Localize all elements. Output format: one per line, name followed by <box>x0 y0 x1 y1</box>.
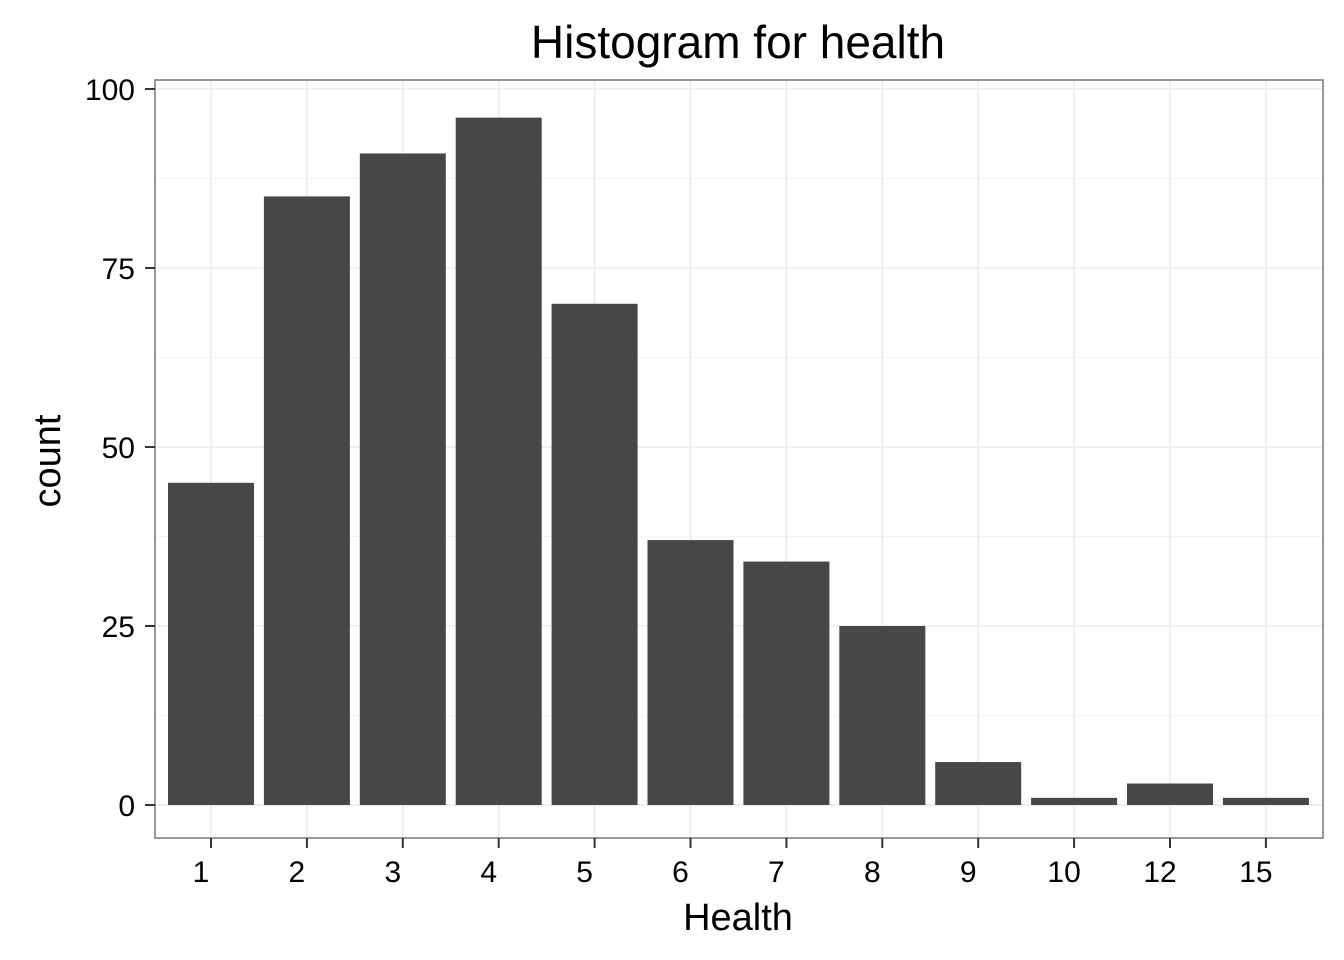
bars-group <box>168 117 1309 805</box>
panel-border <box>154 79 1324 839</box>
x-tick-label: 7 <box>768 856 785 889</box>
x-axis: 1 2 3 4 5 6 7 8 9 10 12 15 <box>193 838 1273 889</box>
x-tick-label: 3 <box>384 856 401 889</box>
x-axis-title: Health <box>683 897 793 939</box>
bar-5 <box>551 303 638 805</box>
y-tick-label: 100 <box>85 74 135 107</box>
y-tick-label: 75 <box>102 253 135 286</box>
y-axis: 0 25 50 75 100 <box>85 74 155 823</box>
chart-title: Histogram for health <box>531 16 945 68</box>
y-tick-label: 0 <box>118 790 135 823</box>
x-tick-label: 5 <box>576 856 593 889</box>
x-tick-label: 10 <box>1047 856 1080 889</box>
bar-10 <box>1031 797 1118 805</box>
bar-9 <box>935 762 1022 805</box>
bar-1 <box>168 482 254 805</box>
bar-3 <box>359 153 446 805</box>
bar-7 <box>743 561 830 805</box>
x-tick-label: 1 <box>193 856 210 889</box>
x-tick-label: 12 <box>1143 856 1176 889</box>
y-tick-label: 25 <box>102 611 135 644</box>
x-tick-label: 9 <box>960 856 977 889</box>
y-axis-title: count <box>27 414 69 507</box>
x-tick-label: 2 <box>289 856 306 889</box>
y-tick-label: 50 <box>102 432 135 465</box>
bar-4 <box>455 117 542 805</box>
bar-2 <box>263 196 350 805</box>
bar-12 <box>1127 783 1213 805</box>
x-tick-label: 6 <box>672 856 689 889</box>
x-tick-label: 8 <box>864 856 881 889</box>
bar-8 <box>839 626 926 805</box>
x-tick-label: 4 <box>480 856 497 889</box>
x-tick-label: 15 <box>1239 856 1272 889</box>
bar-6 <box>647 540 734 805</box>
bar-15 <box>1222 797 1309 805</box>
